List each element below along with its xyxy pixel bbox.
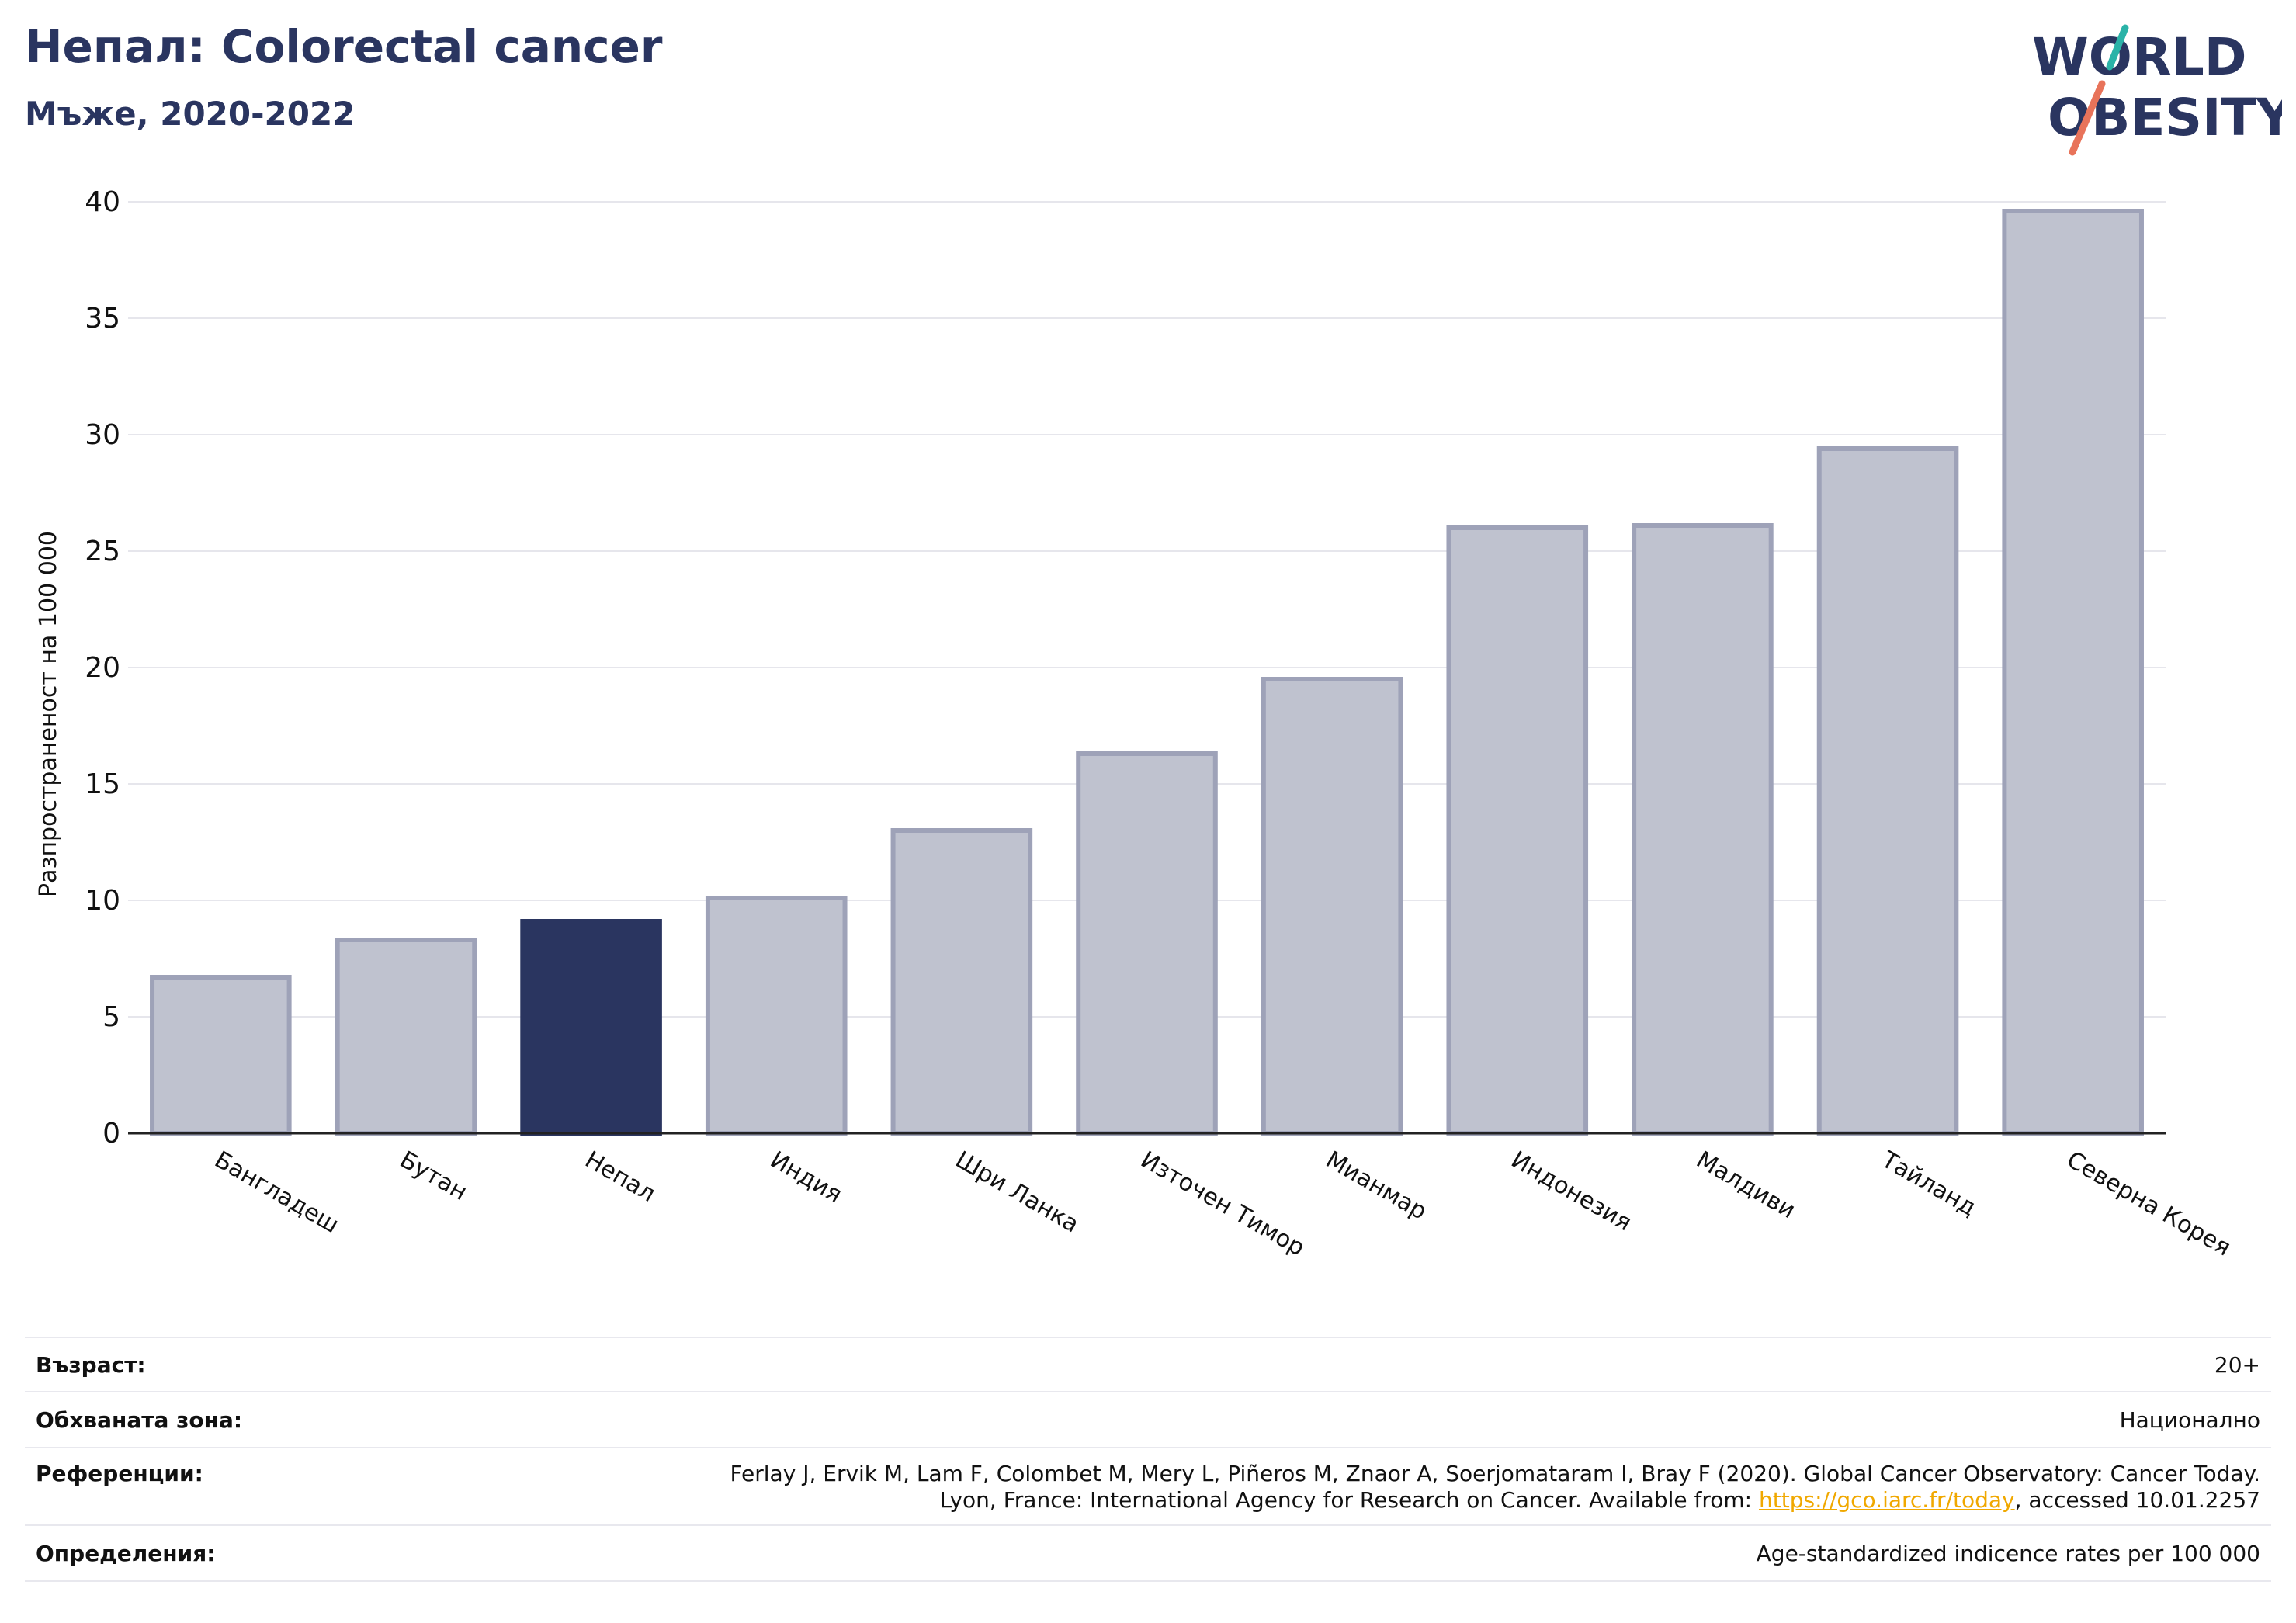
y-tick-label: 40 xyxy=(85,186,120,218)
references-line2-suffix: , accessed 10.01.2257 xyxy=(2014,1487,2260,1513)
y-tick-label: 5 xyxy=(102,1001,120,1033)
x-tick-label-1: Бутан xyxy=(395,1146,472,1206)
chart-subtitle: Мъже, 2020-2022 xyxy=(25,95,355,133)
x-tick-label-9: Тайланд xyxy=(1876,1146,1981,1222)
y-axis-label: Разпространеност на 100 000 xyxy=(35,531,62,897)
bar-7 xyxy=(1446,525,1589,1136)
x-tick-label-7: Индонезия xyxy=(1507,1146,1636,1237)
references-line2-prefix: Lyon, France: International Agency for R… xyxy=(939,1487,1759,1513)
bar-2 xyxy=(520,919,662,1136)
x-tick-label-2: Непал xyxy=(581,1146,661,1208)
references-label: Референции: xyxy=(36,1461,203,1486)
info-table: Възраст: 20+ Обхваната зона: Национално … xyxy=(25,1337,2271,1582)
bar-5 xyxy=(1076,751,1218,1136)
bar-6 xyxy=(1261,677,1403,1136)
x-tick-label-5: Източен Тимор xyxy=(1136,1146,1309,1262)
y-tick-label: 0 xyxy=(102,1118,120,1150)
x-tick-labels: Бангладеш Бутан Непал Индия Шри Ланка Източен… xyxy=(210,1146,2235,1262)
bar-10 xyxy=(2002,209,2144,1136)
definitions-label: Определения: xyxy=(36,1540,216,1566)
footer-row-area: Обхваната зона: Национално xyxy=(25,1391,2271,1447)
x-tick-label-3: Индия xyxy=(765,1146,846,1209)
bar-9 xyxy=(1816,446,1959,1136)
footer-row-definitions: Определения: Age-standardized indicence … xyxy=(25,1524,2271,1582)
world-obesity-logo: WORLD OBESITY xyxy=(2032,24,2282,156)
definitions-value: Age-standardized indicence rates per 100… xyxy=(1756,1540,2260,1566)
y-tick-label: 25 xyxy=(85,536,120,567)
chart-title: Непал: Colorectal cancer xyxy=(25,20,663,73)
x-tick-label-8: Малдиви xyxy=(1691,1146,1799,1225)
bar-0 xyxy=(150,975,292,1136)
y-tick-label: 30 xyxy=(85,419,120,451)
footer-row-age: Възраст: 20+ xyxy=(25,1337,2271,1391)
x-tick-label-6: Мианмар xyxy=(1321,1146,1431,1226)
bar-3 xyxy=(705,896,848,1136)
logo-slash-top xyxy=(2106,24,2129,71)
y-tick-labels: 0 5 10 15 20 25 30 35 40 xyxy=(85,186,120,1150)
references-line1: Ferlay J, Ervik M, Lam F, Colombet M, Me… xyxy=(730,1461,2260,1486)
bar-chart: 0 5 10 15 20 25 30 35 40 Бангладеш Бутан Непал Инди… xyxy=(35,186,2235,1262)
y-tick-label: 20 xyxy=(85,652,120,684)
y-tick-label: 15 xyxy=(85,768,120,800)
area-label: Обхваната зона: xyxy=(36,1406,243,1433)
bar-1 xyxy=(335,938,477,1136)
age-value: 20+ xyxy=(2214,1351,2260,1378)
age-label: Възраст: xyxy=(36,1351,146,1378)
y-tick-label: 10 xyxy=(85,885,120,917)
x-tick-label-4: Шри Ланка xyxy=(951,1146,1084,1239)
x-tick-label-0: Бангладеш xyxy=(210,1146,343,1240)
logo-slash-bottom xyxy=(2069,80,2106,156)
bars xyxy=(150,209,2144,1136)
area-value: Национално xyxy=(2119,1406,2260,1433)
references-link[interactable]: https://gco.iarc.fr/today xyxy=(1759,1487,2015,1513)
bar-8 xyxy=(1632,523,1774,1136)
x-tick-label-10: Северна Корея xyxy=(2062,1146,2235,1262)
footer-row-references: Референции: Ferlay J, Ervik M, Lam F, Co… xyxy=(25,1447,2271,1524)
y-tick-label: 35 xyxy=(85,303,120,335)
bar-4 xyxy=(890,828,1033,1136)
logo-word-world: WORLD xyxy=(2032,27,2247,87)
references-value: Ferlay J, Ervik M, Lam F, Colombet M, Me… xyxy=(730,1461,2260,1514)
